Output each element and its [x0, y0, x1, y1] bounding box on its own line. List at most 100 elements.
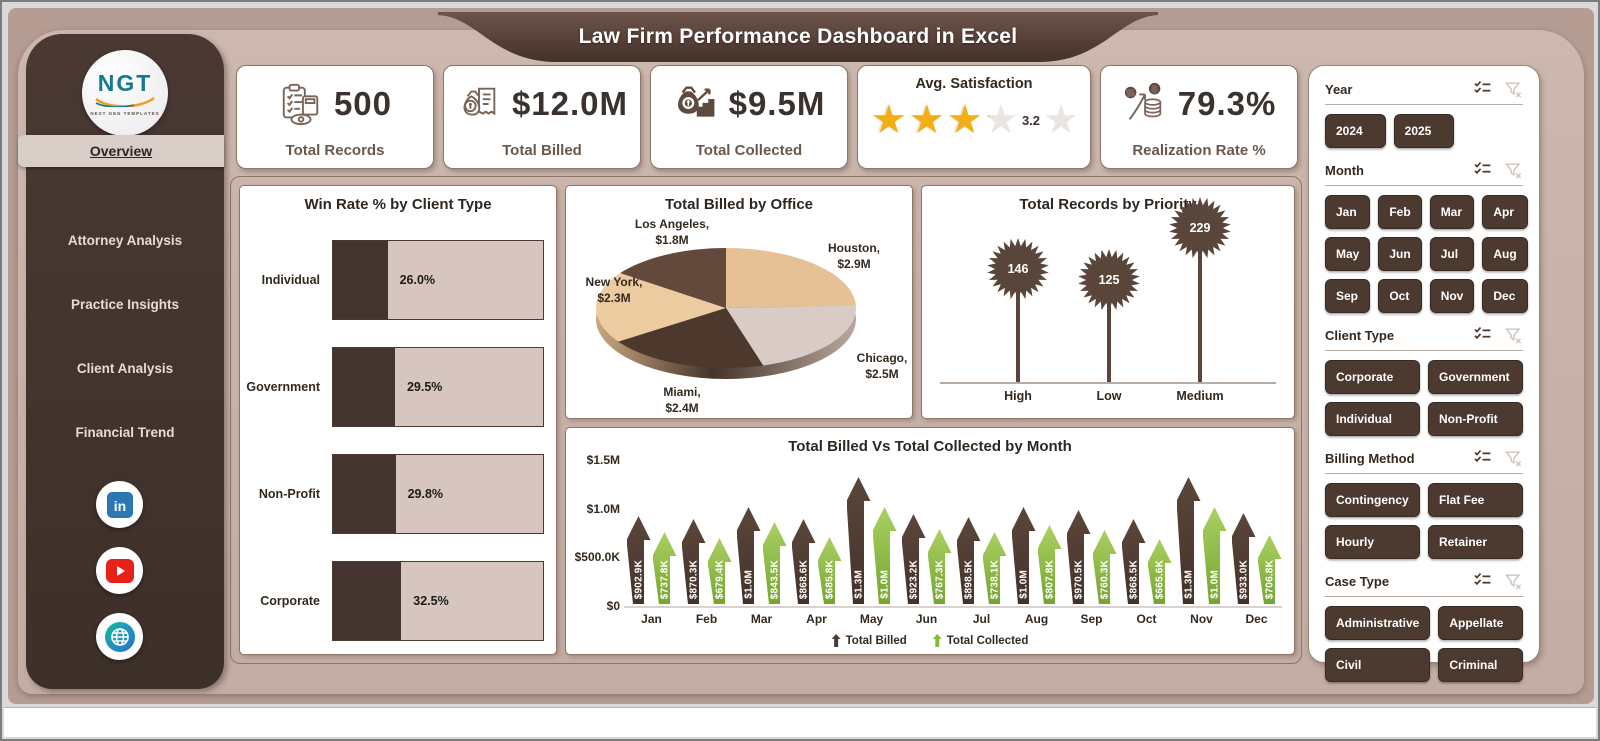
- multi-select-icon[interactable]: [1473, 572, 1492, 591]
- filter-button-feb[interactable]: Feb: [1378, 195, 1422, 229]
- filter-button-individual[interactable]: Individual: [1325, 402, 1420, 436]
- multi-select-icon[interactable]: [1473, 161, 1492, 180]
- pie-chart: Houston, $2.9M Chicago, $2.5M Miami, $2.4M New…: [586, 217, 908, 415]
- filter-button-jul[interactable]: Jul: [1429, 237, 1475, 271]
- kpi-label: Realization Rate %: [1132, 142, 1266, 159]
- bar-value: 26.0%: [399, 273, 436, 287]
- sidebar-item-financial-trend[interactable]: Financial Trend: [75, 424, 175, 440]
- filter-button-government[interactable]: Government: [1428, 360, 1523, 394]
- total-billed-bar: $970.5K: [1066, 510, 1091, 604]
- filter-button-administrative[interactable]: Administrative: [1325, 606, 1431, 640]
- clear-filter-icon[interactable]: [1504, 161, 1523, 180]
- data-label: $737.8K: [659, 559, 670, 599]
- filter-button-2025[interactable]: 2025: [1393, 114, 1455, 148]
- category-label: High: [1004, 389, 1032, 403]
- filter-button-aug[interactable]: Aug: [1482, 237, 1528, 271]
- divider: [1325, 104, 1523, 105]
- filter-button-appellate[interactable]: Appellate: [1438, 606, 1523, 640]
- filter-button-may[interactable]: May: [1325, 237, 1371, 271]
- month-axis: [624, 606, 1282, 608]
- x-axis-label: Sep: [1080, 612, 1103, 626]
- total-collected-bar: $737.8K: [652, 532, 677, 604]
- filter-button-corporate[interactable]: Corporate: [1325, 360, 1420, 394]
- filter-button-civil[interactable]: Civil: [1325, 648, 1431, 682]
- chart-legend: Total Billed Total Collected: [566, 634, 1294, 647]
- legend-label: Total Billed: [845, 634, 907, 647]
- website-icon[interactable]: [96, 613, 143, 660]
- total-billed-bar: $902.9K: [626, 516, 651, 604]
- sidebar-item-practice-insights[interactable]: Practice Insights: [70, 296, 180, 312]
- divider: [1325, 473, 1523, 474]
- total-collected-bar: $760.3K: [1092, 530, 1117, 604]
- filter-button-non-profit[interactable]: Non-Profit: [1428, 402, 1523, 436]
- worksheet-strip: [4, 707, 1596, 737]
- sidebar-item-attorney-analysis[interactable]: Attorney Analysis: [67, 232, 183, 248]
- kpi-label: Total Billed: [502, 142, 582, 159]
- multi-select-icon[interactable]: [1473, 80, 1492, 99]
- bar-value: 32.5%: [413, 594, 449, 608]
- sidebar-item-label: Overview: [89, 143, 153, 159]
- linkedin-icon[interactable]: in: [96, 481, 143, 528]
- legend-marker: [932, 634, 942, 647]
- clear-filter-icon[interactable]: [1504, 326, 1523, 345]
- kpi-card-realization-rate: % $ 79.3% Realization Rate %: [1100, 65, 1299, 169]
- kpi-card-avg-satisfaction: Avg. Satisfaction ★★★★★★★★3.2★: [856, 65, 1092, 169]
- chart-title: Total Billed by Office: [664, 196, 814, 213]
- slicer-client-type: Client Type Corporate Government Individual…: [1325, 326, 1523, 436]
- total-billed-bar: $868.5K: [1121, 519, 1146, 604]
- filter-button-2024[interactable]: 2024: [1325, 114, 1386, 148]
- filter-button-dec[interactable]: Dec: [1482, 279, 1528, 313]
- multi-select-icon[interactable]: [1473, 326, 1492, 345]
- filter-button-apr[interactable]: Apr: [1482, 195, 1528, 229]
- total-collected-bar: $1.0M: [872, 507, 897, 604]
- billed-icon: [463, 87, 496, 116]
- slicer-title: Year: [1325, 82, 1353, 97]
- filter-button-jan[interactable]: Jan: [1325, 195, 1371, 229]
- y-axis-tick: $1.0M: [586, 501, 620, 516]
- clear-filter-icon[interactable]: [1504, 80, 1523, 99]
- chart-title: Total Records by Priority: [1019, 196, 1197, 213]
- banner-shape: [438, 12, 1158, 62]
- svg-text:$: $: [1152, 84, 1157, 94]
- x-axis-label: Nov: [1190, 612, 1213, 626]
- filter-button-hourly[interactable]: Hourly: [1325, 525, 1420, 559]
- multi-select-icon[interactable]: [1473, 449, 1492, 468]
- pie-slice-miami: [618, 308, 764, 369]
- pie-label: Houston,: [828, 241, 880, 255]
- youtube-icon[interactable]: [96, 547, 143, 594]
- bar-track: 32.5%: [332, 561, 544, 641]
- slicer-billing-method: Billing Method Contingency Flat Fee Hourly R…: [1325, 449, 1523, 559]
- total-collected-bar: $843.5K: [762, 522, 787, 604]
- x-axis-label: Apr: [806, 612, 827, 626]
- filter-button-oct[interactable]: Oct: [1378, 279, 1422, 313]
- filter-button-retainer[interactable]: Retainer: [1428, 525, 1523, 559]
- sidebar-item-overview[interactable]: Overview: [18, 135, 224, 167]
- total-billed-bar: $1.3M: [846, 477, 871, 604]
- data-label: $923.2K: [908, 559, 919, 599]
- data-label: $868.6K: [798, 559, 809, 599]
- logo-subtext: NEXT GEN TEMPLATES: [90, 111, 160, 116]
- data-label: $1.0M: [1018, 570, 1029, 599]
- x-axis-label: Jan: [641, 612, 662, 626]
- star-icon: ★★: [907, 98, 944, 142]
- billed-by-office-pie-card: Total Billed by Office Houston, $2.9M Chic…: [565, 185, 913, 419]
- legend-label: Total Collected: [946, 634, 1029, 647]
- lollipop-stem: [1107, 279, 1111, 382]
- data-label: $679.4K: [714, 559, 725, 599]
- x-axis-label: Aug: [1024, 612, 1049, 626]
- clear-filter-icon[interactable]: [1504, 572, 1523, 591]
- bar-track: 29.8%: [332, 454, 544, 534]
- sidebar-item-client-analysis[interactable]: Client Analysis: [76, 360, 174, 376]
- filter-button-jun[interactable]: Jun: [1378, 237, 1422, 271]
- bar-track: 26.0%: [332, 240, 544, 320]
- filter-button-nov[interactable]: Nov: [1429, 279, 1475, 313]
- filter-button-mar[interactable]: Mar: [1429, 195, 1475, 229]
- total-billed-bar: $1.3M: [1176, 477, 1201, 604]
- filter-button-criminal[interactable]: Criminal: [1438, 648, 1523, 682]
- total-collected-bar: $706.8K: [1257, 535, 1282, 604]
- pie-label: $2.3M: [597, 291, 630, 305]
- filter-button-contingency[interactable]: Contingency: [1325, 483, 1420, 517]
- clear-filter-icon[interactable]: [1504, 449, 1523, 468]
- filter-button-sep[interactable]: Sep: [1325, 279, 1371, 313]
- filter-button-flat-fee[interactable]: Flat Fee: [1428, 483, 1523, 517]
